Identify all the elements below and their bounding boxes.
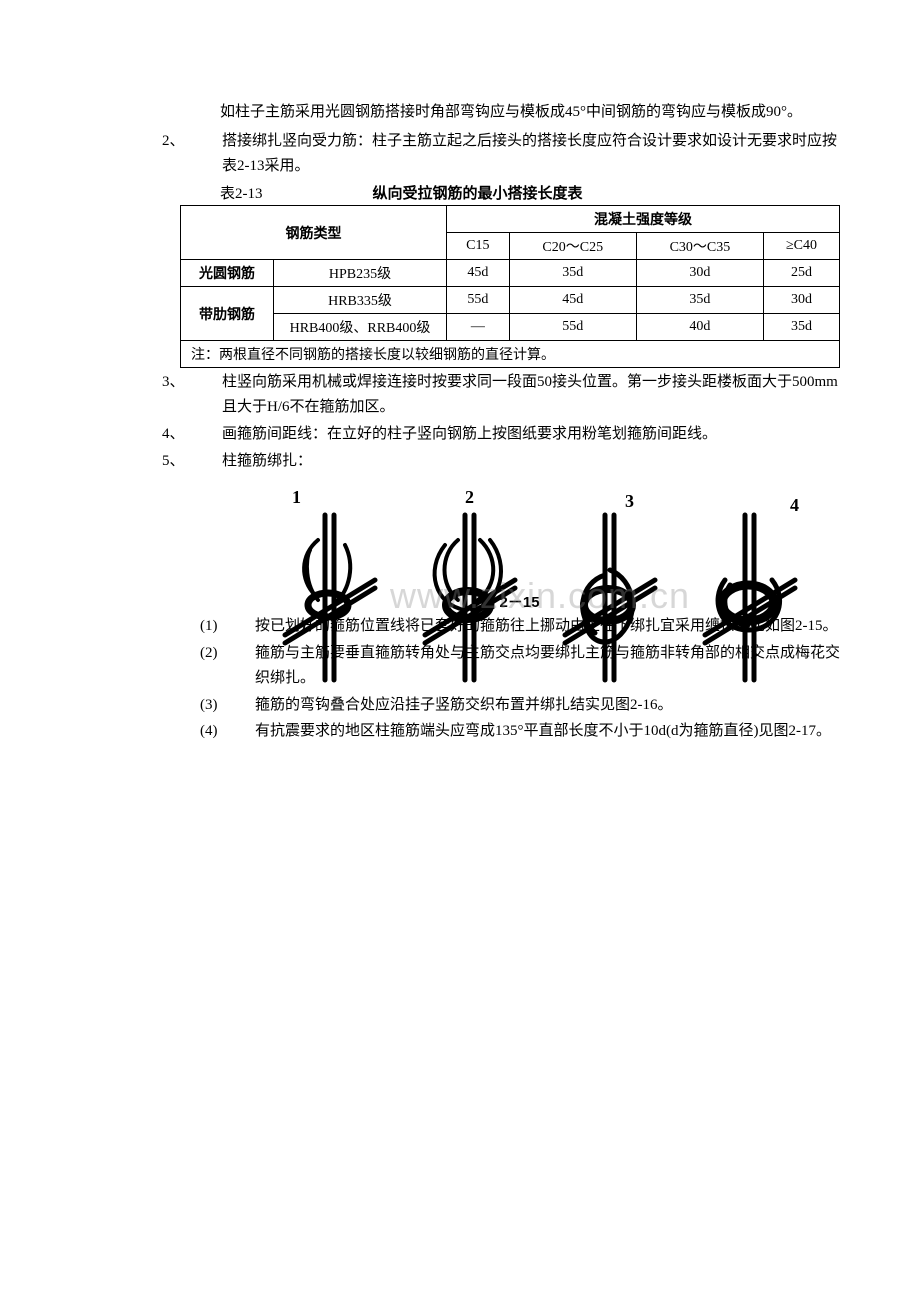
document-page: 如柱子主筋采用光圆钢筋搭接时角部弯钩应与模板成45°中间钢筋的弯钩应与模板成90… — [0, 0, 920, 806]
row-hrb400: HRB400级、RRB400级 — [274, 314, 447, 341]
sub-item-1: (1) 按已划好的箍筋位置线将已套好的箍筋往上挪动由上往下绑扎宜采用缠扣绑扎如图… — [70, 614, 850, 639]
item-number: 3、 — [70, 370, 222, 420]
th-concrete-grade: 混凝土强度等级 — [447, 206, 840, 233]
item-number: 2、 — [70, 129, 222, 179]
row-hrb335: HRB335级 — [274, 287, 447, 314]
cell: 35d — [763, 314, 839, 341]
sub-item-2: (2) 箍筋与主筋要垂直箍筋转角处与主筋交点均要绑扎主筋与箍筋非转角部的相交点成… — [70, 641, 850, 691]
list-item-4: 4、 画箍筋间距线：在立好的柱子竖向钢筋上按图纸要求用粉笔划箍筋间距线。 — [70, 422, 850, 447]
knot-label: 4 — [790, 495, 799, 515]
cell: — — [447, 314, 510, 341]
th-rebar-type: 钢筋类型 — [181, 206, 447, 260]
th-c30-35: C30～C35 — [636, 233, 763, 260]
row-hpb235: HPB235级 — [274, 260, 447, 287]
sub-text: 箍筋的弯钩叠合处应沿挂子竖筋交织布置并绑扎结实见图2-16。 — [255, 693, 850, 718]
lap-length-table: 钢筋类型 混凝土强度等级 C15 C20～C25 C30～C35 ≥C40 光圆… — [180, 205, 840, 368]
list-item-5: 5、 柱箍筋绑扎： — [70, 449, 850, 474]
item-text: 柱竖向筋采用机械或焊接连接时按要求同一段面50接头位置。第一步接头距楼板面大于5… — [222, 370, 850, 420]
list-item-3: 3、 柱竖向筋采用机械或焊接连接时按要求同一段面50接头位置。第一步接头距楼板面… — [70, 370, 850, 420]
cell: 45d — [509, 287, 636, 314]
table-number: 表2-13 — [220, 182, 263, 203]
cell: 30d — [636, 260, 763, 287]
cell: 25d — [763, 260, 839, 287]
cell: 35d — [509, 260, 636, 287]
sub-text: 有抗震要求的地区柱箍筋端头应弯成135°平直部长度不小于10d(d为箍筋直径)见… — [255, 719, 850, 744]
cell: 35d — [636, 287, 763, 314]
item-text: 柱箍筋绑扎： — [222, 449, 850, 474]
knot-label: 3 — [625, 491, 634, 511]
item-number: 5、 — [70, 449, 222, 474]
sub-number: (4) — [70, 719, 255, 744]
sub-number: (2) — [70, 641, 255, 691]
cell: 55d — [447, 287, 510, 314]
figure-2-15: 1 2 — [270, 485, 810, 612]
sub-number: (1) — [70, 614, 255, 639]
sub-item-3: (3) 箍筋的弯钩叠合处应沿挂子竖筋交织布置并绑扎结实见图2-16。 — [70, 693, 850, 718]
th-c40: ≥C40 — [763, 233, 839, 260]
sub-text: 按已划好的箍筋位置线将已套好的箍筋往上挪动由上往下绑扎宜采用缠扣绑扎如图2-15… — [255, 614, 850, 639]
sub-text: 箍筋与主筋要垂直箍筋转角处与主筋交点均要绑扎主筋与箍筋非转角部的相交点成梅花交织… — [255, 641, 850, 691]
cell: 45d — [447, 260, 510, 287]
row-plain-bar: 光圆钢筋 — [181, 260, 274, 287]
item-text: 画箍筋间距线：在立好的柱子竖向钢筋上按图纸要求用粉笔划箍筋间距线。 — [222, 422, 850, 447]
knot-label: 1 — [292, 487, 301, 507]
th-c20-25: C20～C25 — [509, 233, 636, 260]
table-note: 注：两根直径不同钢筋的搭接长度以较细钢筋的直径计算。 — [181, 341, 840, 368]
th-c15: C15 — [447, 233, 510, 260]
cell: 55d — [509, 314, 636, 341]
sub-number: (3) — [70, 693, 255, 718]
item-number: 4、 — [70, 422, 222, 447]
knot-label: 2 — [465, 487, 474, 507]
item-text: 搭接绑扎竖向受力筋：柱子主筋立起之后接头的搭接长度应符合设计要求如设计无要求时应… — [222, 129, 850, 179]
sub-item-4: (4) 有抗震要求的地区柱箍筋端头应弯成135°平直部长度不小于10d(d为箍筋… — [70, 719, 850, 744]
cell: 40d — [636, 314, 763, 341]
cell: 30d — [763, 287, 839, 314]
table-caption: 表2-13 纵向受拉钢筋的最小搭接长度表 — [70, 182, 850, 203]
table-title: 纵向受拉钢筋的最小搭接长度表 — [373, 182, 851, 203]
row-ribbed-bar: 带肋钢筋 — [181, 287, 274, 341]
intro-paragraph: 如柱子主筋采用光圆钢筋搭接时角部弯钩应与模板成45°中间钢筋的弯钩应与模板成90… — [70, 100, 850, 125]
list-item-2: 2、 搭接绑扎竖向受力筋：柱子主筋立起之后接头的搭接长度应符合设计要求如设计无要… — [70, 129, 850, 179]
